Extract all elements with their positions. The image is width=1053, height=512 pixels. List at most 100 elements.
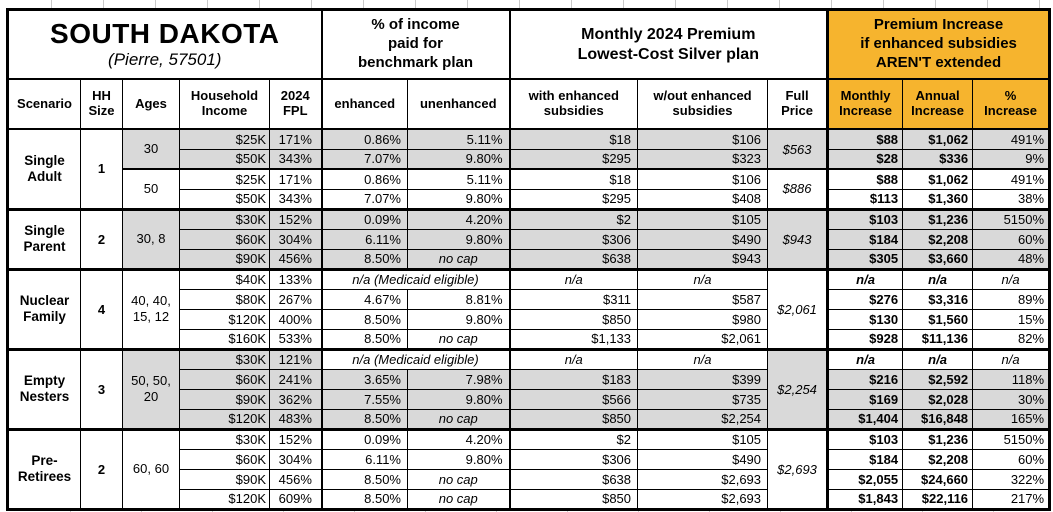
table-row: $120K 609% 8.50% no cap $850 $2,693 $1,843 $22,… — [8, 488, 1051, 510]
cell-annual-increase: $16,848 — [902, 408, 974, 430]
cell-annual-increase: $3,316 — [902, 288, 974, 310]
cell-scenario: Single Adult — [7, 128, 81, 210]
cell-full-price: $2,061 — [767, 267, 829, 350]
cell-enhanced: 7.07% — [320, 188, 408, 210]
cell-income: $120K — [179, 308, 270, 330]
cell-with-subsidies: $1,133 — [508, 328, 639, 350]
cell-monthly-increase: $28 — [826, 148, 904, 170]
cell-with-subsidies: $638 — [508, 468, 639, 490]
cell-fpl: 304% — [269, 448, 322, 470]
table-row: Empty Nesters 3 50, 50, 20 $30K 121% n/a (Med… — [7, 347, 1051, 430]
cell-with-subsidies: $850 — [508, 488, 639, 510]
cell-unenhanced: 9.80% — [406, 448, 511, 470]
cell-without-subsidies: $106 — [637, 168, 769, 190]
cell-enhanced: 8.50% — [320, 488, 408, 510]
cell-pct-increase: 30% — [972, 388, 1051, 410]
cell-with-subsidies: $18 — [508, 128, 639, 150]
cell-monthly-increase: $1,404 — [826, 408, 904, 430]
cell-income: $60K — [179, 228, 270, 250]
table-row: 50 $25K 171% 0.86% 5.11% $18 $106 $886 $88 $1,062… — [8, 168, 1051, 210]
cell-ages: 30, 8 — [122, 207, 180, 270]
cell-hh-size: 1 — [80, 128, 123, 210]
cell-monthly-increase: $113 — [826, 188, 904, 210]
cell-monthly-increase: $276 — [826, 288, 904, 310]
cell-with-subsidies: $2 — [508, 207, 639, 230]
cell-pct-increase: 82% — [972, 328, 1051, 350]
state-title: SOUTH DAKOTA — [50, 17, 280, 49]
cell-with-subsidies: $850 — [508, 408, 639, 430]
cell-income: $30K — [179, 347, 270, 370]
cell-without-subsidies: $408 — [637, 188, 769, 210]
table-row: Single Adult 1 30 $25K 171% 0.86% 5.11% $18 $106… — [7, 128, 1051, 210]
cell-without-subsidies: $2,693 — [637, 468, 769, 490]
cell-unenhanced: 7.98% — [406, 368, 511, 390]
cell-fpl: 343% — [269, 148, 322, 170]
col-header-annual-increase: Annual Increase — [902, 78, 974, 130]
cell-enhanced: 7.07% — [320, 148, 408, 170]
cell-annual-increase: n/a — [902, 267, 974, 290]
cell-monthly-increase: $184 — [826, 228, 904, 250]
col-header-unenhanced: unenhanced — [406, 78, 511, 130]
cell-with-subsidies: n/a — [508, 267, 639, 290]
cell-scenario: Pre- Retirees — [7, 427, 81, 510]
cell-without-subsidies: $106 — [637, 128, 769, 150]
cell-enhanced: 7.55% — [320, 388, 408, 410]
cell-income: $25K — [179, 128, 270, 150]
cell-enhanced: 0.09% — [320, 207, 408, 230]
cell-without-subsidies: n/a — [637, 347, 769, 370]
col-header-hh-size: HH Size — [80, 78, 123, 130]
cell-unenhanced: 4.20% — [406, 207, 511, 230]
cell-enhanced: 8.50% — [320, 408, 408, 430]
cell-fpl: 152% — [269, 427, 322, 450]
col-header-enhanced: enhanced — [320, 78, 408, 130]
cell-pct-increase: 165% — [972, 408, 1051, 430]
col-header-full-price: Full Price — [767, 78, 829, 130]
header-title-row: SOUTH DAKOTA (Pierre, 57501) % of income… — [7, 9, 1051, 80]
cell-fpl: 343% — [269, 188, 322, 210]
cell-pct-increase: 217% — [972, 488, 1051, 510]
cell-income: $60K — [179, 448, 270, 470]
cell-income: $50K — [179, 188, 270, 210]
cell-scenario: Nuclear Family — [7, 267, 81, 350]
cell-pct-increase: 5150% — [972, 427, 1051, 450]
cell-fpl: 241% — [269, 368, 322, 390]
table-row: $90K 456% 8.50% no cap $638 $2,693 $2,055 $24,6… — [8, 468, 1051, 490]
cell-hh-size: 3 — [80, 347, 123, 430]
cell-income: $40K — [179, 267, 270, 290]
cell-without-subsidies: $490 — [637, 448, 769, 470]
group-header-increase: Premium Increase if enhanced subsidies A… — [826, 9, 1051, 80]
cell-annual-increase: $2,208 — [902, 228, 974, 250]
cell-fpl: 362% — [269, 388, 322, 410]
state-title-cell: SOUTH DAKOTA (Pierre, 57501) — [7, 9, 322, 80]
cell-with-subsidies: $306 — [508, 448, 639, 470]
cell-unenhanced: 9.80% — [406, 148, 511, 170]
cell-annual-increase: $2,028 — [902, 388, 974, 410]
cell-full-price: $886 — [767, 168, 829, 210]
cell-unenhanced: 4.20% — [406, 427, 511, 450]
cell-enhanced: 6.11% — [320, 228, 408, 250]
cell-unenhanced: 5.11% — [406, 168, 511, 190]
cell-enhanced: 8.50% — [320, 328, 408, 350]
cell-fpl: 456% — [269, 468, 322, 490]
cell-with-subsidies: $2 — [508, 427, 639, 450]
col-header-with-subsidies: with enhanced subsidies — [508, 78, 639, 130]
cell-ages: 40, 40, 15, 12 — [122, 267, 180, 350]
table-row: $90K 362% 7.55% 9.80% $566 $735 $169 $2,028 30% — [8, 388, 1051, 410]
cell-income: $120K — [179, 408, 270, 430]
cell-monthly-increase: $88 — [826, 128, 904, 150]
cell-unenhanced: no cap — [406, 248, 511, 270]
cell-medicaid-note: n/a (Medicaid eligible) — [320, 347, 511, 370]
col-header-monthly-increase: Monthly Increase — [826, 78, 904, 130]
cell-unenhanced: 8.81% — [406, 288, 511, 310]
cell-with-subsidies: $306 — [508, 228, 639, 250]
cell-income: $60K — [179, 368, 270, 390]
cell-pct-increase: 9% — [972, 148, 1051, 170]
cell-unenhanced: 9.80% — [406, 228, 511, 250]
cell-unenhanced: 9.80% — [406, 308, 511, 330]
cell-pct-increase: 5150% — [972, 207, 1051, 230]
cell-monthly-increase: $184 — [826, 448, 904, 470]
cell-enhanced: 8.50% — [320, 308, 408, 330]
cell-annual-increase: $1,062 — [902, 128, 974, 150]
cell-monthly-increase: $928 — [826, 328, 904, 350]
